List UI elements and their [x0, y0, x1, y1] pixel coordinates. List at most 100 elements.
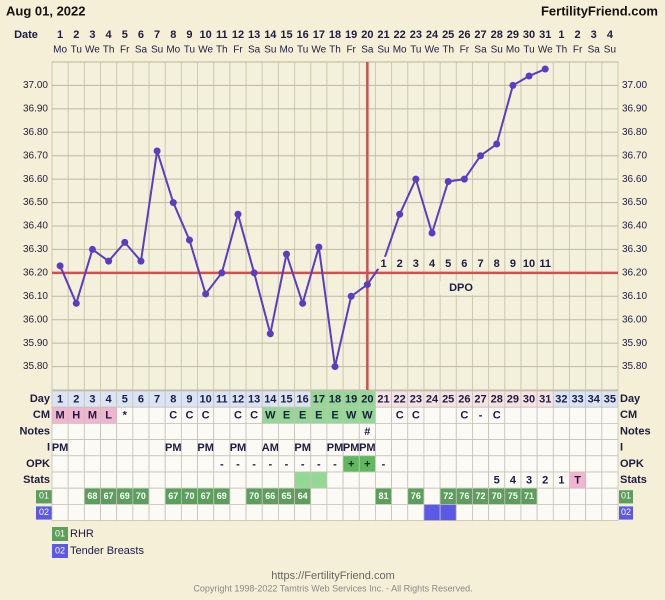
legend-label: Tender Breasts [70, 545, 144, 557]
table-cell [213, 439, 231, 457]
cell-text: - [236, 458, 240, 470]
weekday-label: We [311, 45, 326, 56]
date-label: 8 [170, 29, 176, 41]
cell-text: 32 [555, 394, 567, 406]
date-label: 10 [200, 29, 212, 41]
date-label: 21 [377, 29, 389, 41]
dpo-bg [506, 256, 519, 269]
y-tick-label-right: 36.20 [622, 267, 647, 278]
y-tick-label-right: 37.00 [622, 80, 647, 91]
weekday-label: Mo [53, 45, 67, 56]
cell-text: 28 [491, 394, 503, 406]
weekday-label: We [85, 45, 100, 56]
table-cell [569, 487, 587, 505]
y-tick-label-right: 35.80 [622, 361, 647, 372]
weekday-label: Mo [393, 45, 407, 56]
cell-text: 70 [492, 491, 502, 501]
cell-text: 3 [89, 394, 95, 406]
weekday-label: Su [491, 45, 503, 56]
date-label: 4 [106, 29, 113, 41]
table-cell [100, 471, 118, 489]
weekday-label: Sa [135, 45, 148, 56]
y-tick-label: 35.80 [23, 361, 48, 372]
table-cell [67, 503, 85, 521]
weekday-label: Mo [280, 45, 294, 56]
cell-text: 68 [87, 491, 97, 501]
table-cell [520, 422, 538, 440]
cell-text: 11 [216, 394, 228, 406]
row-label-box [36, 490, 52, 504]
table-cell [585, 471, 603, 489]
cell-text: 29 [507, 394, 519, 406]
table-cell [552, 422, 570, 440]
table-cell [132, 455, 150, 473]
table-cell [67, 487, 85, 505]
temperature-point [363, 281, 371, 289]
row-label: 02 [39, 507, 49, 517]
cell-text: 67 [104, 491, 114, 501]
dpo-bg [474, 256, 487, 269]
table-cell [116, 422, 134, 440]
temperature-point [428, 229, 436, 237]
weekday-label: Mo [166, 45, 180, 56]
cell-text: W [346, 410, 357, 422]
table-cell [423, 455, 441, 473]
cell-text: PM [165, 442, 182, 454]
y-tick-label-right: 36.00 [622, 314, 647, 325]
table-cell [520, 455, 538, 473]
table-cell [213, 422, 231, 440]
date-label: 2 [73, 29, 79, 41]
table-cell [180, 503, 198, 521]
cell-text: 3 [526, 475, 532, 487]
table-cell [375, 503, 392, 521]
table-cell [51, 422, 69, 440]
row-label: I [47, 442, 50, 454]
cell-text: C [202, 410, 210, 422]
cell-text: 35 [604, 394, 616, 406]
cell-text: 76 [459, 491, 469, 501]
table-cell [132, 471, 150, 489]
y-tick-label: 36.40 [23, 221, 48, 232]
dpo-label: 10 [523, 258, 535, 270]
dpo-label: 1 [380, 258, 386, 270]
table-cell [552, 439, 570, 457]
table-cell [326, 503, 344, 521]
dpo-bg [409, 256, 422, 269]
temperature-point [509, 81, 517, 89]
weekday-label: Fr [460, 45, 470, 56]
cell-text: 64 [298, 491, 308, 501]
table-cell [439, 422, 457, 440]
cell-text: 2 [542, 475, 548, 487]
table-cell [180, 471, 198, 489]
row-label-box-right [619, 506, 633, 520]
table-cell [585, 406, 603, 424]
table-cell [569, 503, 587, 521]
dpo-label: 3 [413, 258, 419, 270]
table-cell [391, 503, 409, 521]
table-cell [536, 455, 554, 473]
table-cell [51, 455, 69, 473]
row-label-right: CM [620, 409, 637, 421]
dpo-bg [523, 256, 536, 269]
table-cell [455, 422, 473, 440]
date-label: 17 [313, 29, 325, 41]
cell-text: - [285, 458, 289, 470]
dpo-bg [539, 256, 552, 269]
weekday-label: Mo [506, 45, 520, 56]
dpo-label: 11 [539, 258, 551, 270]
table-cell [585, 422, 603, 440]
temperature-point [218, 269, 226, 277]
table-cell [407, 503, 425, 521]
table-cell [601, 439, 619, 457]
table-cell [407, 471, 425, 489]
cell-text: + [348, 458, 354, 470]
table-cell [261, 471, 279, 489]
cell-text: - [220, 458, 224, 470]
table-cell [504, 439, 522, 457]
table-cell [67, 471, 85, 489]
y-tick-label-right: 36.60 [622, 174, 647, 185]
table-cell [245, 471, 263, 489]
table-cell [342, 422, 360, 440]
weekday-label: Th [556, 45, 568, 56]
date-label: 1 [558, 29, 564, 41]
